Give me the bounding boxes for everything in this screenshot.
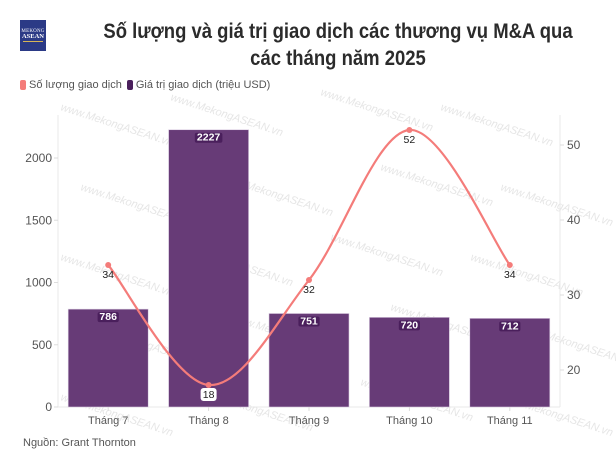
logo-underline (23, 41, 43, 43)
bar-value (369, 317, 450, 408)
legend-item-count[interactable]: Số lượng giao dịch (20, 79, 122, 91)
line-point (506, 262, 513, 268)
x-tick-label: Tháng 7 (88, 415, 128, 427)
bar-value (469, 318, 551, 408)
bar-data-label: 720 (401, 319, 419, 331)
left-tick-label: 1500 (25, 213, 52, 227)
left-tick-label: 1000 (25, 276, 52, 290)
watermark-text: www.MekongASEAN.vn (329, 231, 444, 279)
bar-data-label: 712 (501, 320, 519, 332)
watermark-text: www.MekongASEAN.vn (59, 101, 174, 149)
legend-item-value[interactable]: Giá trị giao dịch (triệu USD) (126, 79, 271, 91)
logo-line2: ASEAN (21, 32, 45, 40)
line-data-label: 34 (504, 269, 516, 281)
bar-label-bg (298, 316, 320, 327)
x-tick-label: Tháng 11 (487, 415, 533, 427)
bar-label-bg (499, 321, 521, 332)
watermark-text: www.MekongASEAN.vn (439, 101, 554, 149)
logo-line1: MEKONG (21, 28, 45, 34)
line-data-label: 18 (203, 389, 215, 401)
bar-data-label: 751 (300, 316, 318, 328)
left-tick-label: 2000 (25, 151, 52, 165)
bar-value (168, 129, 249, 408)
watermark-text: www.MekongASEAN.vn (499, 181, 614, 229)
legend-label-value: Giá trị giao dịch (triệu USD) (135, 79, 271, 91)
mekongasean-logo: MEKONG ASEAN (20, 20, 46, 51)
right-tick-label: 30 (567, 288, 581, 302)
right-tick-label: 50 (567, 138, 581, 152)
watermark-text: www.MekongASEAN.vn (319, 86, 434, 134)
right-tick-label: 40 (567, 213, 581, 227)
x-tick-label: Tháng 9 (289, 415, 329, 427)
bar-data-label: 2227 (197, 132, 221, 144)
legend-label-count: Số lượng giao dịch (29, 79, 122, 91)
bar-data-label: 786 (99, 311, 117, 323)
legend: Số lượng giao dịch Giá trị giao dịch (tr… (20, 79, 275, 91)
left-tick-label: 0 (45, 400, 52, 414)
bar-value (268, 313, 350, 408)
line-data-label: 52 (404, 134, 416, 146)
bar-value (67, 308, 149, 408)
line-label-bg (200, 388, 217, 401)
left-tick-label: 500 (32, 338, 52, 352)
bar-label-bg (398, 320, 420, 331)
bar-label-bg (97, 312, 119, 323)
bar-label-bg (194, 132, 223, 143)
x-tick-label: Tháng 8 (188, 415, 228, 427)
chart-title: Số lượng và giá trị giao dịch các thương… (103, 20, 573, 70)
line-data-label: 32 (303, 284, 315, 296)
x-tick-label: Tháng 10 (386, 415, 432, 427)
legend-swatch-count (20, 80, 26, 90)
legend-swatch-value (126, 80, 133, 90)
line-point (105, 262, 112, 268)
source-note: Nguồn: Grant Thornton (23, 437, 136, 449)
line-point (306, 277, 312, 283)
right-tick-label: 20 (567, 363, 581, 377)
line-data-label: 34 (102, 269, 114, 281)
line-point (406, 127, 413, 133)
line-point (205, 382, 212, 388)
watermark-text: www.MekongASEAN.vn (379, 161, 494, 209)
